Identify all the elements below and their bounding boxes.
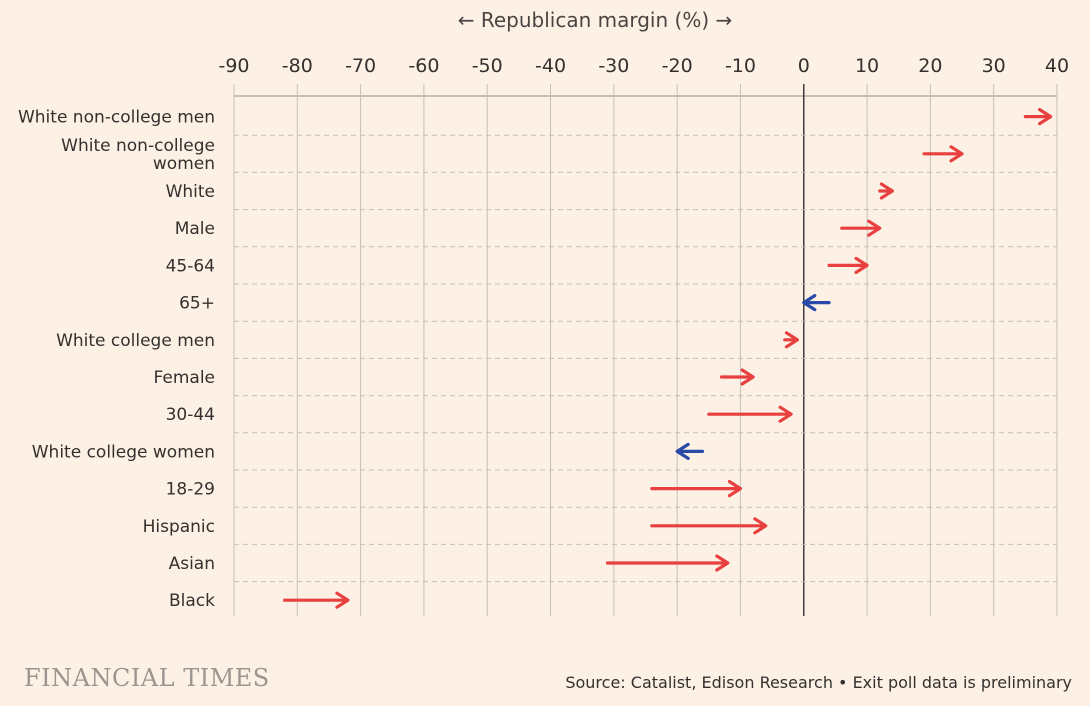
arrow-head [778,405,793,423]
row-label: White [166,182,215,202]
arrow-head [802,294,817,312]
row-label: Black [169,591,215,611]
row-label: Female [154,368,215,388]
arrow-head [1038,107,1053,126]
arrow-head [753,517,768,535]
row-label: 45-64 [166,256,215,276]
row-label: White non-college men [18,108,215,128]
row-label: Male [175,219,215,239]
row-label: 65+ [179,294,215,314]
row-label: White non-college women [61,136,215,174]
row-label: White college men [56,331,215,351]
x-tick-label: 40 [1045,55,1069,77]
arrow-head [715,554,730,572]
x-tick-label: -20 [662,55,693,77]
x-tick-label: -80 [282,55,313,77]
arrow-head [727,480,743,498]
arrow-head [784,331,800,349]
x-tick-label: -60 [408,55,439,77]
axis-title-text: Republican margin (%) [480,8,710,32]
x-tick-label: 30 [982,55,1006,77]
row-label: 18-29 [166,480,215,500]
arrow-head [949,145,964,163]
arrow-head [867,219,882,237]
row-label: White college women [32,442,215,462]
x-tick-label: -10 [725,55,756,77]
x-tick-label: 0 [798,55,810,77]
row-label: Asian [169,554,215,574]
axis-title: ← Republican margin (%) → [380,8,810,32]
x-tick-label: 10 [855,55,879,77]
x-tick-label: -40 [535,55,566,77]
arrow-head [740,368,755,386]
arrow-right-icon: → [715,8,733,32]
arrow-head [675,442,690,460]
x-tick-label: 20 [918,55,942,77]
source-note: Source: Catalist, Edison Research • Exit… [565,673,1072,692]
x-tick-label: -90 [218,55,249,77]
ft-logo: FINANCIAL TIMES [24,664,270,692]
x-tick-label: -70 [345,55,376,77]
arrow-head [879,182,895,200]
arrow-head [854,256,869,274]
arrow-left-icon: ← [457,8,475,32]
x-tick-label: -30 [598,55,629,77]
row-label: 30-44 [166,405,215,425]
row-label: Hispanic [143,517,215,537]
arrow-head [335,591,350,609]
x-tick-label: -50 [472,55,503,77]
